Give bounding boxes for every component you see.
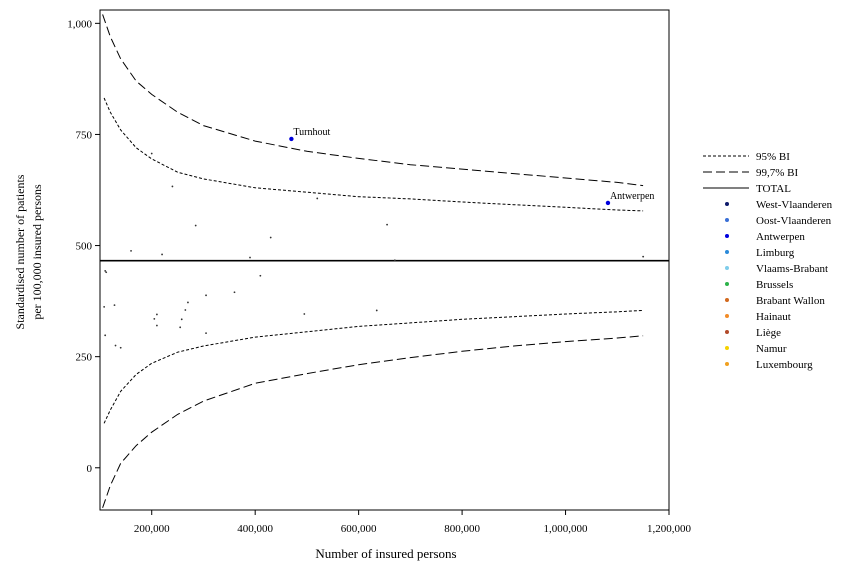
x-tick-label: 800,000 [444, 523, 480, 535]
legend-dot-swatch [725, 346, 729, 350]
legend-entry-label: Brabant Wallon [756, 295, 825, 307]
highlight-point [289, 136, 294, 142]
data-point [114, 344, 117, 347]
y-tick-label: 500 [76, 241, 93, 253]
legend-entry-label: Luxembourg [756, 359, 813, 371]
data-point [249, 256, 251, 259]
data-point [180, 318, 183, 321]
data-point [161, 253, 163, 256]
ci95-upper-line [103, 97, 644, 212]
data-point [303, 313, 306, 315]
data-point [103, 305, 106, 308]
y-tick-label: 0 [87, 463, 93, 475]
x-axis-label: Number of insured persons [315, 546, 456, 561]
data-point [184, 309, 187, 311]
data-point [179, 326, 182, 329]
data-point [316, 197, 319, 200]
x-tick-label: 1,200,000 [647, 523, 692, 535]
data-point [375, 309, 378, 312]
y-axis-label-line-1: Standardised number of patients [13, 174, 27, 329]
x-tick-label: 1,000,000 [544, 523, 589, 535]
legend-entry-label: Namur [756, 343, 787, 355]
legend-entry-label: 99,7% BI [756, 167, 799, 179]
data-point [156, 313, 158, 316]
data-point [156, 324, 158, 327]
legend-entry-label: Vlaams-Brabant [756, 263, 828, 275]
data-point [171, 185, 174, 188]
legend: 95% BI 99,7% BI TOTAL West-Vlaanderen Oost-V… [703, 151, 833, 371]
data-point [233, 291, 236, 294]
legend-dot-swatch [725, 314, 729, 318]
legend-entry-label: Brussels [756, 279, 793, 291]
x-tick-label: 400,000 [237, 523, 273, 535]
y-tick-label: 750 [76, 129, 93, 141]
legend-dot-swatch [725, 234, 729, 238]
y-tick-label: 250 [76, 352, 93, 364]
data-points: Turnhout Antwerpen [103, 127, 654, 349]
data-point [269, 236, 272, 239]
data-point [150, 152, 153, 155]
legend-dot-swatch [725, 282, 729, 286]
data-point [104, 269, 107, 272]
data-point [153, 317, 156, 320]
data-point [642, 255, 645, 258]
ci997-upper-line [102, 14, 644, 187]
point-label: Turnhout [293, 127, 330, 138]
y-tick-label: 1,000 [67, 18, 92, 30]
x-tick-label: 200,000 [134, 523, 170, 535]
legend-dot-swatch [725, 362, 729, 366]
legend-entry-label: 95% BI [756, 151, 790, 163]
data-point [130, 249, 132, 252]
y-axis-label-line-2: per 100,000 insured persons [30, 184, 44, 320]
legend-dot-swatch [725, 330, 729, 334]
data-point [119, 346, 122, 349]
data-point [194, 224, 197, 227]
legend-entry-label: Oost-Vlaanderen [756, 215, 832, 227]
data-point [386, 223, 388, 226]
ci997-lower-line [102, 335, 644, 508]
data-point [187, 301, 189, 304]
data-point [113, 304, 116, 307]
point-label: Antwerpen [610, 191, 654, 202]
data-point [105, 271, 108, 274]
legend-entry-label: West-Vlaanderen [756, 199, 833, 211]
axes: 200,000 400,000 600,000 800,000 1,000,000 1,2… [67, 18, 691, 535]
data-point [205, 294, 207, 297]
data-point [104, 334, 107, 337]
legend-dot-swatch [725, 250, 729, 254]
legend-entry-label: Antwerpen [756, 231, 805, 243]
data-point [259, 274, 262, 277]
legend-entry-label: Limburg [756, 247, 795, 259]
ci95-lower-line [103, 309, 644, 424]
x-tick-label: 600,000 [341, 523, 377, 535]
highlight-point [605, 200, 611, 206]
y-axis-label: Standardised number of patients per 100,… [13, 174, 44, 329]
legend-dot-swatch [725, 202, 729, 206]
legend-entry-label: Hainaut [756, 311, 791, 323]
legend-dot-swatch [725, 266, 729, 270]
legend-dot-swatch [725, 298, 729, 302]
limit-lines [100, 14, 669, 508]
legend-dot-swatch [725, 218, 729, 222]
data-point [393, 259, 396, 262]
legend-entry-label: Liège [756, 327, 781, 339]
data-point [205, 332, 207, 335]
legend-entry-label: TOTAL [756, 183, 791, 195]
